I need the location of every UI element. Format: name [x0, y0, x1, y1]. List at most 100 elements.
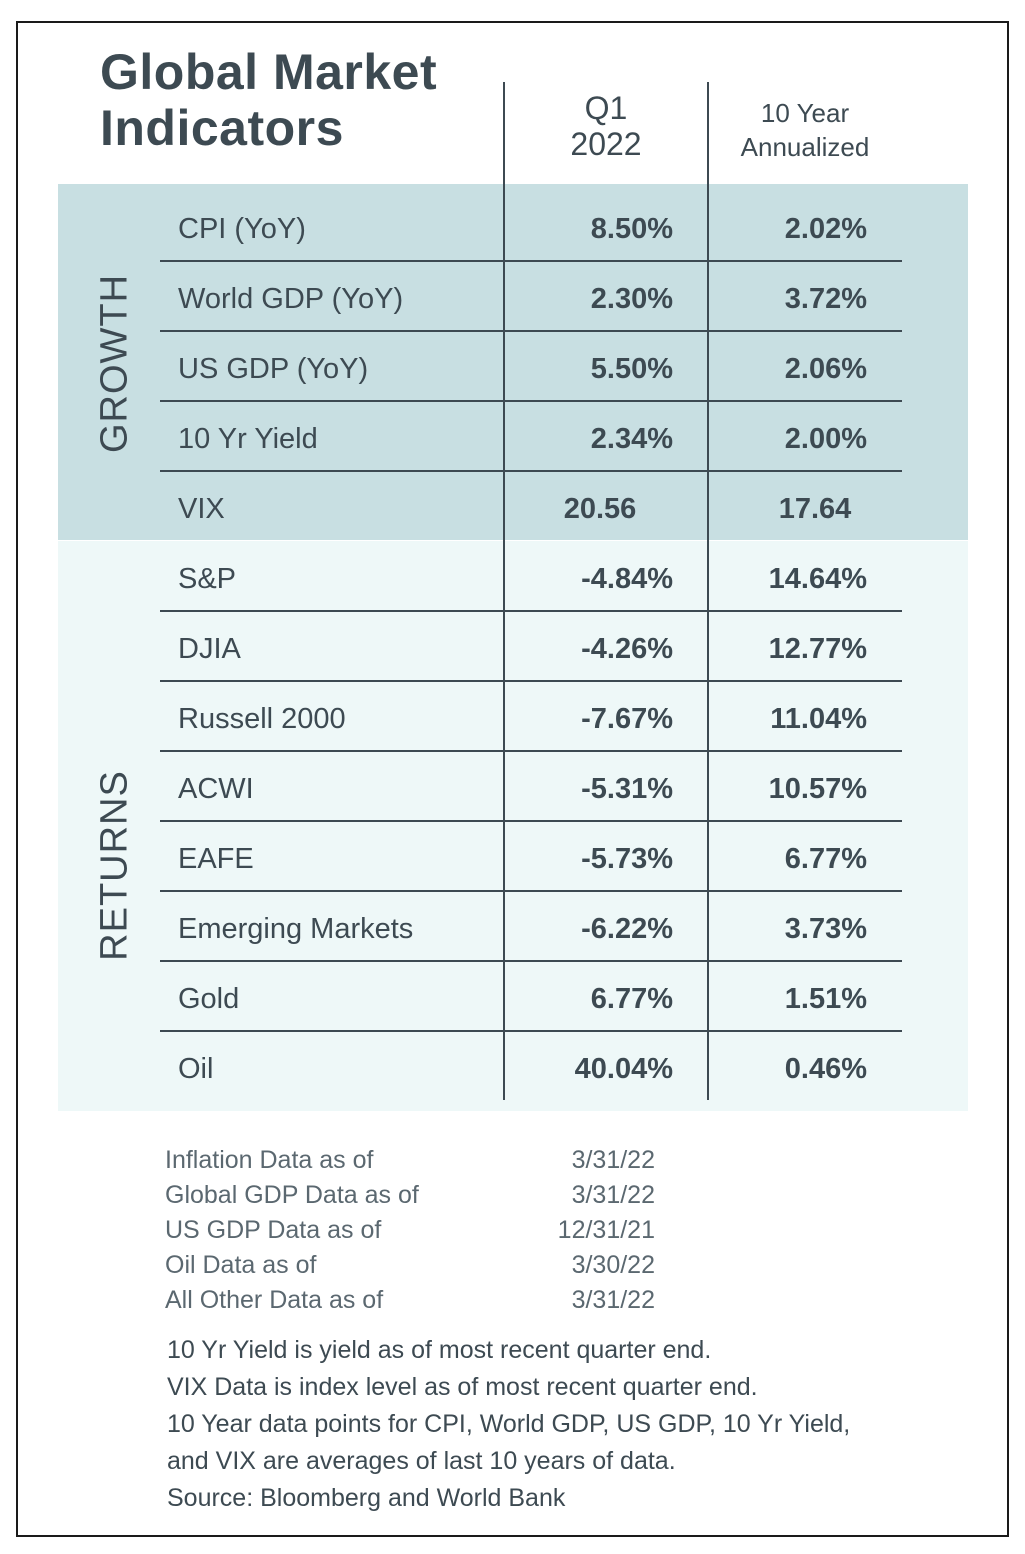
indicator-name: Gold [178, 983, 240, 1015]
growth-band [58, 184, 968, 540]
table-row: ACWI -5.31% 10.57% [160, 756, 902, 826]
indicator-name: US GDP (YoY) [178, 353, 369, 385]
title-line-1: Global Market [100, 44, 438, 100]
column-divider-2 [707, 82, 709, 1100]
ten-year-annualized-value: 2.00% [784, 423, 867, 455]
as-of-label: Oil Data as of [165, 1251, 317, 1279]
as-of-row: Inflation Data as of 3/31/22 [165, 1146, 655, 1181]
column-divider-1 [503, 82, 505, 1100]
q1-2022-value: -7.67% [581, 703, 673, 735]
ten-year-annualized-value: 6.77% [784, 843, 867, 875]
as-of-label: Inflation Data as of [165, 1146, 374, 1174]
ten-year-annualized-value: 12.77% [768, 633, 867, 665]
as-of-label: Global GDP Data as of [165, 1181, 419, 1209]
column-header-q1-line1: Q1 [584, 90, 628, 126]
as-of-date: 3/30/22 [571, 1251, 655, 1279]
ten-year-annualized-value: 10.57% [768, 773, 867, 805]
column-header-q1: Q1 2022 [506, 90, 706, 162]
as-of-date: 3/31/22 [571, 1286, 655, 1314]
table-row: Emerging Markets -6.22% 3.73% [160, 896, 902, 966]
row-divider [160, 960, 902, 962]
as-of-row: Global GDP Data as of 3/31/22 [165, 1181, 655, 1216]
footnote-line: 10 Year data points for CPI, World GDP, … [167, 1410, 851, 1438]
table-row: VIX 20.56 17.64 [160, 476, 902, 546]
as-of-date: 3/31/22 [571, 1181, 655, 1209]
page-title: Global Market Indicators [100, 44, 437, 156]
row-divider [160, 610, 902, 612]
row-divider [160, 890, 902, 892]
indicator-name: VIX [178, 493, 225, 525]
returns-band [58, 541, 968, 1111]
table-row: World GDP (YoY) 2.30% 3.72% [160, 266, 902, 336]
q1-2022-value: -5.31% [581, 773, 673, 805]
q1-2022-value: 2.30% [590, 283, 673, 315]
footnote-line: 10 Yr Yield is yield as of most recent q… [167, 1336, 712, 1364]
indicator-name: S&P [178, 563, 237, 595]
row-divider [160, 330, 902, 332]
q1-2022-value: 5.50% [590, 353, 673, 385]
indicator-name: 10 Yr Yield [178, 423, 318, 455]
row-divider [160, 400, 902, 402]
row-divider [160, 1030, 902, 1032]
q1-2022-value: 6.77% [590, 983, 673, 1015]
section-label-returns: RETURNS [93, 770, 136, 961]
table-row: S&P -4.84% 14.64% [160, 546, 902, 616]
q1-2022-value: 20.56 [563, 493, 637, 525]
column-header-10-year: 10 Year Annualized [710, 96, 900, 164]
indicator-name: Russell 2000 [178, 703, 346, 735]
indicator-name: ACWI [178, 773, 254, 805]
title-line-2: Indicators [100, 100, 344, 156]
row-divider [160, 470, 902, 472]
table-row: Russell 2000 -7.67% 11.04% [160, 686, 902, 756]
row-divider [160, 680, 902, 682]
section-label-growth: GROWTH [93, 273, 136, 454]
as-of-label: US GDP Data as of [165, 1216, 382, 1244]
ten-year-annualized-value: 2.06% [784, 353, 867, 385]
row-divider [160, 750, 902, 752]
table-row: 10 Yr Yield 2.34% 2.00% [160, 406, 902, 476]
q1-2022-value: -5.73% [581, 843, 673, 875]
indicator-name: DJIA [178, 633, 241, 665]
indicator-name: CPI (YoY) [178, 213, 306, 245]
as-of-label: All Other Data as of [165, 1286, 384, 1314]
footnote-line: and VIX are averages of last 10 years of… [167, 1447, 676, 1475]
q1-2022-value: -6.22% [581, 913, 673, 945]
as-of-row: Oil Data as of 3/30/22 [165, 1251, 655, 1286]
q1-2022-value: 8.50% [590, 213, 673, 245]
ten-year-annualized-value: 17.64 [778, 493, 852, 525]
ten-year-annualized-value: 0.46% [784, 1053, 867, 1085]
indicator-name: Emerging Markets [178, 913, 414, 945]
as-of-date: 3/31/22 [571, 1146, 655, 1174]
as-of-row: All Other Data as of 3/31/22 [165, 1286, 655, 1321]
indicator-name: World GDP (YoY) [178, 283, 404, 315]
q1-2022-value: 2.34% [590, 423, 673, 455]
ten-year-annualized-value: 3.72% [784, 283, 867, 315]
column-header-q1-line2: 2022 [570, 126, 642, 162]
q1-2022-value: -4.26% [581, 633, 673, 665]
q1-2022-value: 40.04% [574, 1053, 673, 1085]
table-row: Gold 6.77% 1.51% [160, 966, 902, 1036]
row-divider [160, 820, 902, 822]
column-header-10-year-line1: 10 Year [760, 98, 850, 128]
indicator-name: Oil [178, 1053, 214, 1085]
ten-year-annualized-value: 3.73% [784, 913, 867, 945]
as-of-row: US GDP Data as of 12/31/21 [165, 1216, 655, 1251]
q1-2022-value: -4.84% [581, 563, 673, 595]
ten-year-annualized-value: 14.64% [768, 563, 867, 595]
footnote-line: VIX Data is index level as of most recen… [167, 1373, 758, 1401]
table-row: Oil 40.04% 0.46% [160, 1036, 902, 1106]
as-of-dates: Inflation Data as of 3/31/22 Global GDP D… [165, 1146, 655, 1321]
footnotes: 10 Yr Yield is yield as of most recent q… [167, 1332, 967, 1517]
ten-year-annualized-value: 2.02% [784, 213, 867, 245]
table-row: EAFE -5.73% 6.77% [160, 826, 902, 896]
table-row: CPI (YoY) 8.50% 2.02% [160, 196, 902, 266]
ten-year-annualized-value: 1.51% [784, 983, 867, 1015]
ten-year-annualized-value: 11.04% [770, 703, 867, 735]
column-header-10-year-line2: Annualized [740, 132, 870, 162]
as-of-date: 12/31/21 [557, 1216, 655, 1244]
table-row: US GDP (YoY) 5.50% 2.06% [160, 336, 902, 406]
indicator-name: EAFE [178, 843, 254, 875]
page-frame [16, 21, 1009, 1537]
footnote-line: Source: Bloomberg and World Bank [167, 1484, 566, 1512]
row-divider [160, 260, 902, 262]
